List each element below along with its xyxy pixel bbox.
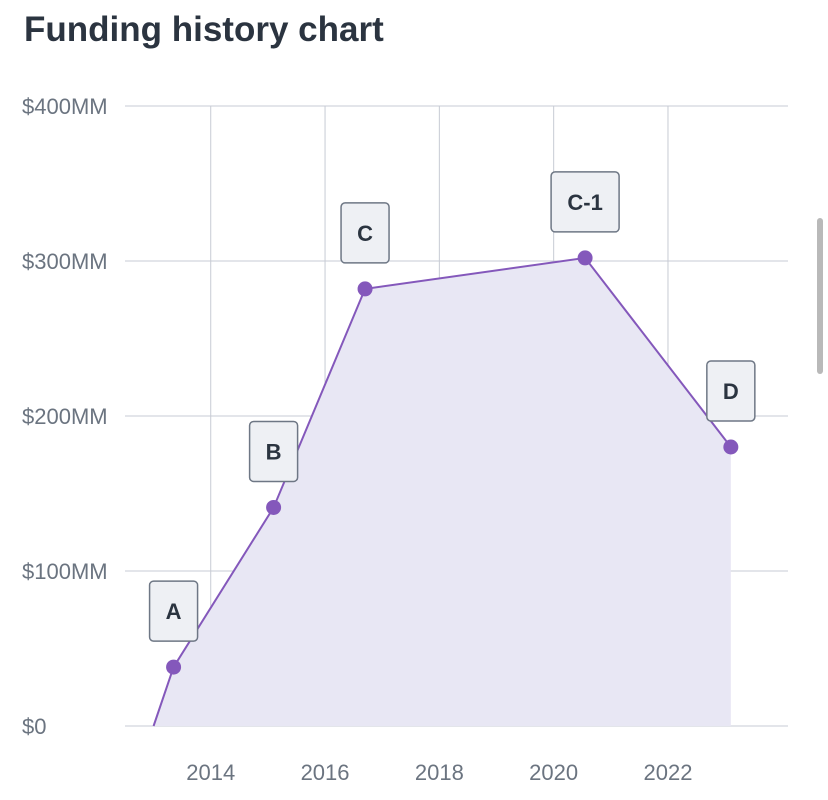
- x-tick-label: 2018: [415, 760, 464, 785]
- round-label-box: [248, 420, 299, 483]
- data-point: [266, 499, 282, 515]
- x-tick-label: 2016: [301, 760, 350, 785]
- x-tick-label: 2014: [186, 760, 235, 785]
- round-label: C: [357, 221, 373, 246]
- funding-area: [153, 257, 731, 726]
- round-label-box: [550, 171, 620, 233]
- round-label-box: [706, 360, 756, 422]
- y-tick-label: $200MM: [22, 404, 108, 429]
- y-tick-label: $300MM: [22, 249, 108, 274]
- y-tick-label: $0: [22, 714, 46, 739]
- funding-line: [152, 256, 732, 727]
- round-label: A: [166, 599, 182, 624]
- round-label: C-1: [567, 190, 602, 215]
- data-point: [723, 439, 739, 455]
- round-label: D: [723, 379, 739, 404]
- data-point: [166, 659, 182, 675]
- round-label-box: [340, 202, 390, 264]
- round-label-box: [148, 580, 199, 642]
- y-tick-label: $400MM: [22, 94, 108, 119]
- y-tick-label: $100MM: [22, 559, 108, 584]
- data-point: [357, 281, 373, 297]
- x-tick-label: 2020: [529, 760, 578, 785]
- chart-title: Funding history chart: [24, 10, 384, 49]
- data-point: [577, 250, 593, 266]
- x-tick-label: 2022: [643, 760, 692, 785]
- round-label: B: [266, 439, 282, 464]
- vertical-scrollbar[interactable]: [817, 218, 823, 374]
